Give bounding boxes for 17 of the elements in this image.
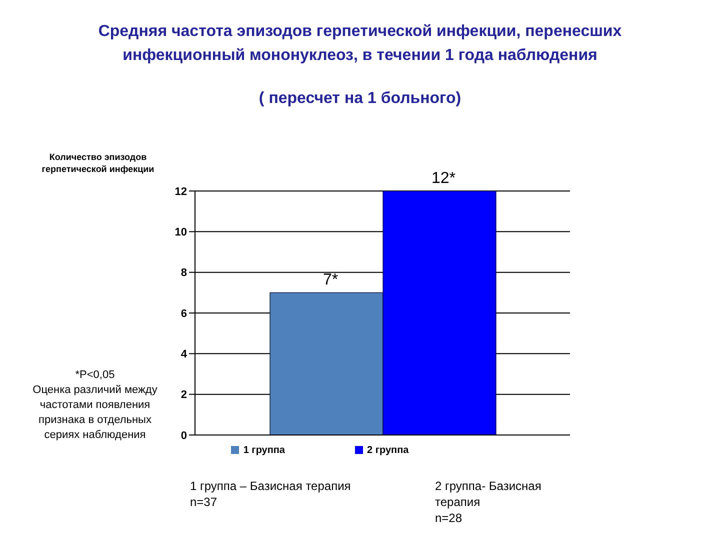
- y-tick-label: 12: [174, 186, 187, 198]
- data-label: 12*: [431, 170, 456, 187]
- chart-title: Средняя частота эпизодов герпетической инфекции, перенесших инфекционный мононуклеоз, в течении 1 года наблюдения: [97, 22, 623, 66]
- text: 2 группа- Базисная терапия n=28: [435, 478, 542, 526]
- chart-subtitle: ( пересчет на 1 больного): [258, 89, 462, 109]
- legend-label: 2 группа: [367, 445, 409, 456]
- data-label: 7*: [322, 272, 338, 289]
- y-tick-label: 8: [180, 267, 187, 280]
- legend-label: 1 группа: [243, 445, 285, 456]
- y-tick-label: 10: [174, 226, 187, 239]
- text: *P<0,05 Оценка различий между частотами появления признака в отдельных сериях наблюдения: [32, 368, 158, 443]
- y-tick-label: 2: [180, 389, 187, 402]
- y-tick-label: 0: [180, 430, 187, 442]
- y-tick-label: 4: [180, 348, 188, 361]
- y-tick-label: 6: [180, 308, 187, 320]
- text: 1 группа – Базисная терапия n=37: [190, 478, 352, 510]
- y-axis-title: Количество эпизодов герпетической инфекции: [40, 151, 156, 175]
